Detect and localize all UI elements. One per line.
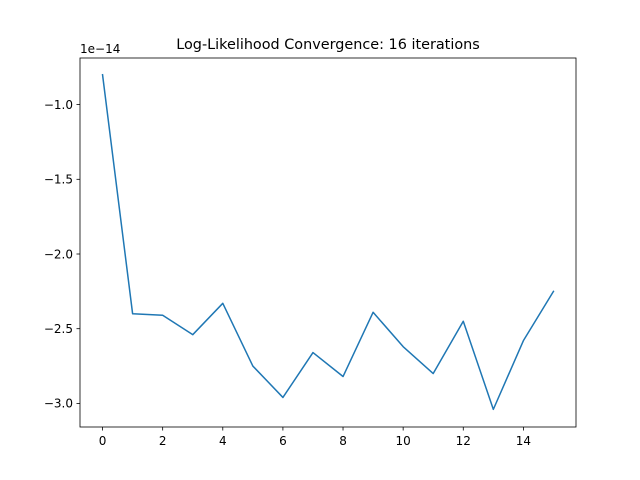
- y-tick-label: −1.0: [44, 98, 73, 112]
- y-tick-label: −2.0: [44, 247, 73, 261]
- x-tick-label: 14: [516, 434, 531, 448]
- x-tick-label: 10: [396, 434, 411, 448]
- y-tick-label: −2.5: [44, 322, 73, 336]
- x-tick-label: 8: [339, 434, 347, 448]
- plot-frame: [79, 57, 577, 428]
- x-tick-label: 12: [456, 434, 471, 448]
- y-axis-ticks: −3.0 −2.5 −2.0 −1.5 −1.0: [44, 98, 80, 411]
- y-tick-label: −3.0: [44, 397, 73, 411]
- y-offset-label: 1e−14: [80, 42, 120, 56]
- x-tick-label: 0: [99, 434, 107, 448]
- series-line: [101, 73, 555, 411]
- x-axis-ticks: 0 2 4 6 8 10 12 14: [99, 427, 531, 448]
- x-tick-label: 2: [159, 434, 167, 448]
- chart-title: Log-Likelihood Convergence: 16 iteration…: [176, 37, 480, 53]
- x-tick-label: 6: [279, 434, 287, 448]
- x-tick-label: 4: [219, 434, 227, 448]
- y-tick-label: −1.5: [44, 173, 73, 187]
